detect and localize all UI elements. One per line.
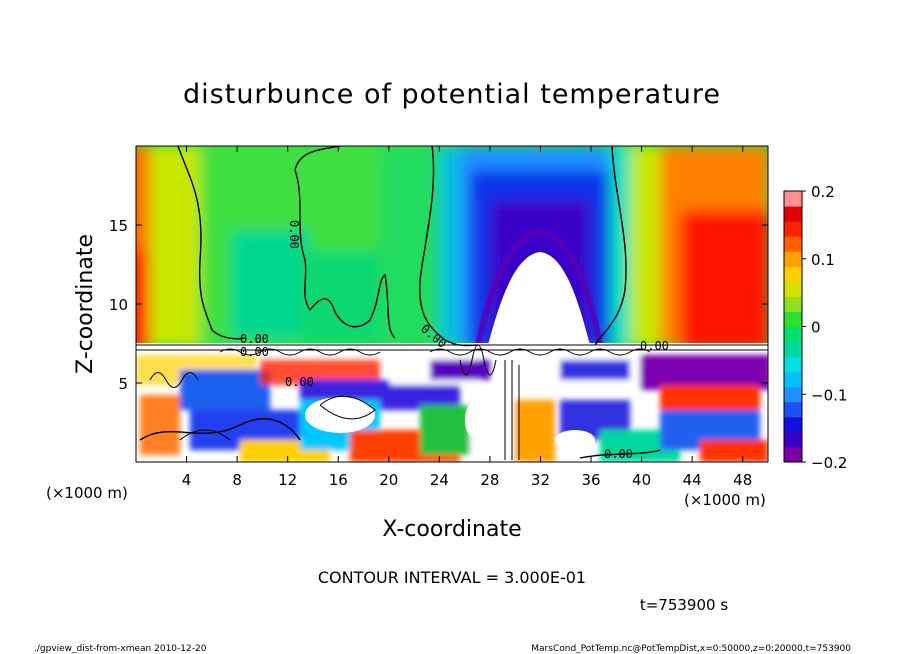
colorbar-swatch xyxy=(784,431,802,448)
colorbar-swatch xyxy=(784,236,802,252)
plot-area: 0.000.000.000.000.000.000.00 xyxy=(136,146,768,462)
colorbar-swatch xyxy=(784,341,802,358)
y-axis-label: Z-coordinate xyxy=(73,234,98,374)
y-tick-label: 10 xyxy=(109,296,128,314)
x-tick-label: 48 xyxy=(733,471,752,489)
colorbar-tick-label: 0.1 xyxy=(811,251,835,269)
x-axis: 4 8 12 16 20 24 28 32 36 40 44 48 xyxy=(182,146,752,489)
footer-right: MarsCond_PotTemp.nc@PotTempDist,x=0:5000… xyxy=(531,644,851,654)
x-axis-label: X-coordinate xyxy=(382,517,521,542)
colorbar-swatch xyxy=(784,386,802,403)
colorbar-swatch xyxy=(784,221,802,237)
x-tick-label: 32 xyxy=(531,471,550,489)
footer-left: ./gpview_dist-from-xmean 2010-12-20 xyxy=(34,644,207,654)
colorbar-swatch xyxy=(784,401,802,418)
colorbar-swatch xyxy=(784,296,802,312)
colorbar-ticks: 0.2 0.1 0 −0.1 −0.2 xyxy=(802,183,847,472)
contour-label: 0.00 xyxy=(604,447,633,461)
boundary-band xyxy=(136,343,768,352)
x-tick-label: 12 xyxy=(278,471,297,489)
colorbar-swatch xyxy=(784,371,802,388)
x-tick-label: 4 xyxy=(182,471,192,489)
contour-interval: CONTOUR INTERVAL = 3.000E-01 xyxy=(318,568,586,587)
colorbar-swatch xyxy=(784,206,802,222)
chart-title: disturbunce of potential temperature xyxy=(183,79,721,110)
time-label: t=753900 s xyxy=(640,596,728,614)
x-tick-label: 28 xyxy=(480,471,499,489)
colorbar xyxy=(784,191,802,463)
x-unit-right: (×1000 m) xyxy=(684,491,766,509)
contour-label: 0.00 xyxy=(287,220,301,249)
contour-label: 0.00 xyxy=(240,332,269,346)
colorbar-tick-label: −0.1 xyxy=(811,386,847,404)
colorbar-swatch xyxy=(784,356,802,373)
contour-label: 0.00 xyxy=(285,375,314,389)
y-tick-label: 15 xyxy=(109,217,128,235)
colorbar-swatch xyxy=(784,416,802,433)
colorbar-swatch xyxy=(784,311,802,327)
x-tick-label: 36 xyxy=(581,471,600,489)
y-axis: 5 10 15 xyxy=(109,217,768,393)
colorbar-tick-label: −0.2 xyxy=(811,454,847,472)
y-tick-label: 5 xyxy=(118,375,128,393)
x-tick-label: 16 xyxy=(329,471,348,489)
colorbar-tick-label: 0 xyxy=(811,319,821,337)
x-tick-label: 24 xyxy=(430,471,449,489)
colorbar-swatch xyxy=(784,251,802,267)
colorbar-swatch xyxy=(784,326,802,343)
contour-label: 0.00 xyxy=(640,339,669,353)
x-unit-left: (×1000 m) xyxy=(46,484,128,502)
colorbar-swatch xyxy=(784,191,802,207)
x-tick-label: 40 xyxy=(632,471,651,489)
x-tick-label: 44 xyxy=(683,471,702,489)
colorbar-swatch xyxy=(784,266,802,282)
cold-dome-core xyxy=(488,252,590,345)
x-tick-label: 8 xyxy=(232,471,242,489)
colorbar-swatch xyxy=(784,446,802,463)
contour-label: 0.00 xyxy=(240,345,269,359)
colorbar-swatch xyxy=(784,281,802,297)
x-tick-label: 20 xyxy=(379,471,398,489)
colorbar-tick-label: 0.2 xyxy=(811,183,835,201)
